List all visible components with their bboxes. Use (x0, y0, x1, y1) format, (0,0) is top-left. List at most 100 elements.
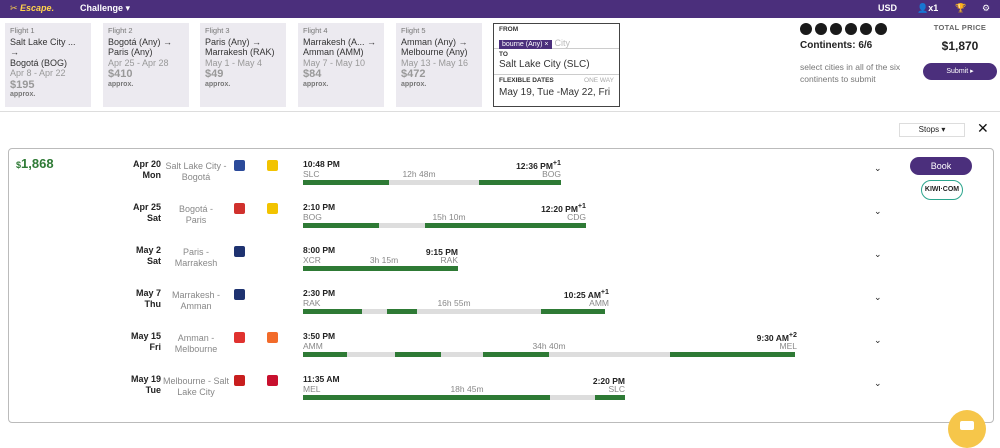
leg-date: May 2 Sat (119, 245, 161, 267)
trophy-icon[interactable]: 🏆 (955, 3, 967, 13)
close-icon[interactable]: ✕ (977, 120, 989, 136)
leg-route: Paris - Marrakesh (161, 247, 231, 269)
leg-date: May 15 Fri (119, 331, 161, 353)
departure-time: 3:50 PM (303, 331, 336, 341)
leg-route-to: Amman (180, 301, 212, 311)
flight-label: Flight 3 (205, 26, 230, 35)
leg-route: Salt Lake City - Bogotá (161, 161, 231, 183)
leg-timeline (303, 266, 458, 271)
arrival-airport: CDG (567, 212, 586, 222)
chevron-down-icon[interactable]: ⌄ (874, 335, 882, 345)
arrival-time-value: 9:30 AM (756, 332, 789, 343)
leg-date-weekday: Thu (144, 299, 162, 309)
flight-route-from: Salt Lake City ... → (10, 36, 76, 58)
continent-dot (845, 23, 857, 35)
arrival-time: 12:20 PM+1 (541, 202, 586, 214)
book-button[interactable]: Book (910, 157, 972, 175)
flight-approx: approx. (303, 80, 329, 88)
flight-label: Flight 1 (10, 26, 35, 35)
total-price-panel: TOTAL PRICE $1,870 Submit ▸ (920, 23, 1000, 80)
continent-dot (815, 23, 827, 35)
currency-selector[interactable]: USD (878, 3, 898, 13)
flex-value: May 19, Tue -May 22, Fri (499, 87, 611, 98)
flexible-dates-field[interactable]: FLEXIBLE DATES ONE WAY May 19, Tue -May … (494, 75, 619, 107)
escape-logo[interactable]: ✂ Escape. (10, 3, 55, 13)
travelers-selector[interactable]: 👤x1 (917, 3, 938, 14)
flight-approx: approx. (205, 80, 231, 88)
flight-segment (387, 309, 417, 314)
departure-airport: RAK (303, 298, 321, 308)
leg-date-day: May 2 (135, 245, 161, 255)
leg-route: Amman - Melbourne (161, 333, 231, 355)
arrival-day-offset: +1 (577, 202, 586, 210)
arrival-time-value: 2:20 PM (592, 375, 625, 386)
chat-icon[interactable] (948, 410, 986, 448)
flight-card-3[interactable]: Flight 3 Paris (Any) → Marrakesh (RAK) May … (200, 23, 286, 107)
flight-segment (425, 223, 586, 228)
flight-segment (670, 352, 795, 357)
flight-segment (303, 395, 550, 400)
leg-date-day: May 19 (130, 374, 161, 384)
arrival-day-offset: +1 (552, 159, 561, 167)
flight-card-4[interactable]: Flight 4 Marrakesh (A... → Amman (AMM) May … (298, 23, 384, 107)
departure-time: 10:48 PM (303, 159, 340, 169)
flight-dates: Apr 25 - Apr 28 (108, 57, 169, 68)
from-chip[interactable]: bourne (Any) × (499, 40, 552, 49)
flight-leg-2[interactable]: Apr 25 Sat Bogotá - Paris 2:10 PM BOG 12:20 PM… (9, 198, 995, 238)
flight-label: Flight 4 (303, 26, 328, 35)
kiwi-logo: KIWI·COM (921, 180, 963, 200)
flight-label: Flight 2 (108, 26, 133, 35)
leg-route: Bogotá - Paris (161, 204, 231, 226)
flight-label: Flight 5 (401, 26, 426, 35)
chevron-down-icon[interactable]: ⌄ (874, 206, 882, 216)
flight-leg-1[interactable]: Apr 20 Mon Salt Lake City - Bogotá 10:48 PM S… (9, 155, 995, 195)
leg-timeline (303, 352, 795, 357)
leg-timeline (303, 309, 605, 314)
flight-segment (479, 180, 561, 185)
flight-leg-5[interactable]: May 15 Fri Amman - Melbourne 3:50 PM AMM 9:30 … (9, 327, 995, 367)
departure-airport: XCR (303, 255, 321, 265)
total-price-label: TOTAL PRICE (933, 23, 987, 32)
travelers-count: x1 (928, 3, 939, 13)
flight-dates: May 7 - May 10 (303, 57, 366, 68)
airline-logo-icon (267, 332, 278, 343)
stops-dropdown[interactable]: Stops ▾ (899, 123, 965, 137)
to-field[interactable]: TO Salt Lake City (SLC) (494, 49, 619, 75)
flight-segment (303, 266, 458, 271)
from-field[interactable]: FROM bourne (Any) × City (494, 24, 619, 49)
flight-price: $410 (108, 68, 133, 80)
challenge-menu[interactable]: Challenge ▾ (80, 3, 131, 13)
flight-card-2[interactable]: Flight 2 Bogotá (Any) → Paris (Any) Apr 25 … (103, 23, 189, 107)
to-label: TO (499, 51, 508, 58)
arrival-time-value: 10:25 AM (563, 289, 601, 300)
flight-approx: approx. (10, 91, 36, 98)
chevron-down-icon[interactable]: ⌄ (874, 163, 882, 173)
arrival-airport: SLC (608, 384, 625, 394)
chevron-down-icon[interactable]: ⌄ (874, 378, 882, 388)
flight-leg-6[interactable]: May 19 Tue Melbourne - Salt Lake City 11:35 … (9, 370, 995, 410)
flight-leg-3[interactable]: May 2 Sat Paris - Marrakesh 8:00 PM XCR 9:15 P… (9, 241, 995, 281)
result-card: $1,868 Book KIWI·COM Apr 20 Mon Salt Lake … (8, 148, 994, 423)
leg-duration: 12h 48m (402, 169, 436, 179)
flight-card-5[interactable]: Flight 5 Amman (Any) → Melbourne (Any) May … (396, 23, 482, 107)
flight-price: $472 (401, 68, 426, 80)
flight-route-from: Amman (Any) → (401, 36, 468, 47)
leg-date-day: May 15 (130, 331, 161, 341)
leg-route-from: Salt Lake City - (165, 161, 227, 171)
arrival-airport: AMM (589, 298, 609, 308)
submit-button[interactable]: Submit ▸ (923, 63, 997, 80)
chevron-down-icon[interactable]: ⌄ (874, 292, 882, 302)
leg-timeline (303, 395, 625, 400)
airline-logo-icon (234, 246, 245, 257)
leg-route-from: Bogotá - (178, 204, 214, 214)
flight-dates: May 13 - May 16 (401, 57, 469, 68)
total-price-value: $1,870 (941, 39, 979, 53)
flight-card-1[interactable]: Flight 1 Salt Lake City ... → Bogotá (BOG)… (5, 23, 91, 107)
flight-leg-4[interactable]: May 7 Thu Marrakesh - Amman 2:30 PM RAK 10:25 … (9, 284, 995, 324)
airline-logo-icon (234, 332, 245, 343)
chevron-down-icon[interactable]: ⌄ (874, 249, 882, 259)
flight-approx: approx. (401, 80, 427, 88)
flight-price: $195 (10, 78, 35, 91)
flight-form: FROM bourne (Any) × City TO Salt Lake Cit… (493, 23, 620, 107)
gear-icon[interactable]: ⚙ (982, 3, 991, 13)
